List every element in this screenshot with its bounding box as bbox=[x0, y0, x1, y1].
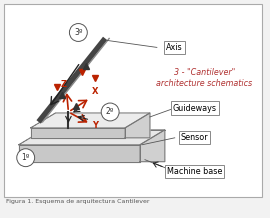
Polygon shape bbox=[19, 130, 165, 145]
Text: Sensor: Sensor bbox=[181, 133, 208, 142]
Text: 1º: 1º bbox=[22, 153, 30, 162]
Text: 3º: 3º bbox=[74, 28, 83, 37]
Polygon shape bbox=[31, 113, 150, 128]
Polygon shape bbox=[125, 113, 150, 138]
Text: Y: Y bbox=[92, 121, 98, 130]
Circle shape bbox=[17, 149, 35, 167]
Text: Z: Z bbox=[60, 80, 67, 89]
Text: Figura 1. Esquema de arquitectura Cantilever: Figura 1. Esquema de arquitectura Cantil… bbox=[6, 199, 149, 204]
Text: 3 - "Cantilever"
architecture schematics: 3 - "Cantilever" architecture schematics bbox=[157, 68, 253, 88]
Circle shape bbox=[69, 24, 87, 41]
Text: X: X bbox=[92, 87, 99, 96]
Circle shape bbox=[101, 103, 119, 121]
Text: Machine base: Machine base bbox=[167, 167, 222, 176]
Text: Guideways: Guideways bbox=[173, 104, 217, 112]
Polygon shape bbox=[19, 145, 140, 162]
Polygon shape bbox=[31, 128, 125, 138]
Text: 2º: 2º bbox=[106, 107, 114, 116]
Polygon shape bbox=[140, 130, 165, 162]
Bar bbox=[4, 4, 262, 198]
Text: Axis: Axis bbox=[166, 43, 183, 52]
